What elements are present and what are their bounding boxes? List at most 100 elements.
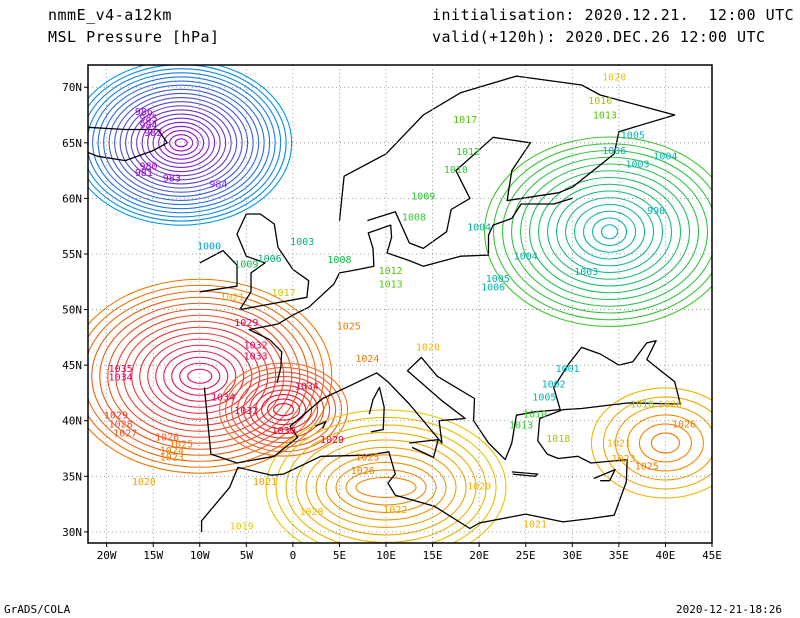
pressure-label: 1006 <box>481 283 505 294</box>
isobar-line <box>285 424 487 543</box>
isobar-line <box>315 446 457 528</box>
pressure-label: 1026 <box>155 433 179 444</box>
pressure-label: 1028 <box>109 419 133 430</box>
lon-tick-label: 20W <box>97 549 117 562</box>
pressure-label: 1024 <box>355 354 379 365</box>
pressure-label: 1029 <box>234 318 258 329</box>
pressure-label: 1020 <box>132 477 156 488</box>
lon-tick-label: 40E <box>655 549 675 562</box>
init-time: initialisation: 2020.12.21. 12:00 UTC <box>432 6 795 24</box>
pressure-label: 1021 <box>220 293 244 304</box>
isobar-line <box>169 134 194 152</box>
latitude-axis: 70N 65N 60N 55N 50N 45N 40N 35N 30N <box>62 81 88 539</box>
pressure-label: 1022 <box>383 505 407 516</box>
pressure-label: 1034 <box>109 373 133 384</box>
pressure-label: 1020 <box>467 482 491 493</box>
isobar-line <box>335 461 437 513</box>
lat-tick-label: 55N <box>62 248 82 261</box>
coastline <box>236 213 310 311</box>
coastline <box>731 354 759 454</box>
lon-tick-label: 10W <box>190 549 210 562</box>
coastline <box>409 438 439 459</box>
lon-tick-label: 30E <box>562 549 582 562</box>
pressure-label: 1004 <box>514 252 538 263</box>
pressure-label: 1001 <box>556 364 580 375</box>
pressure-label: 1009 <box>234 259 258 270</box>
pressure-label: 1029 <box>104 410 128 421</box>
pressure-label: 1010 <box>444 165 468 176</box>
isobar-line <box>556 190 664 274</box>
isobar-line <box>114 92 249 193</box>
pressure-label: 1020 <box>416 343 440 354</box>
isobar-line <box>325 454 447 521</box>
pressure-label: 1032 <box>234 406 258 417</box>
pressure-label: 1021 <box>523 519 547 530</box>
isobar-line <box>583 210 637 253</box>
pressure-label: 1020 <box>658 399 682 410</box>
isobar-line <box>484 136 712 328</box>
coastline <box>200 340 681 532</box>
isobar-line <box>511 156 709 307</box>
pressure-label: 1030 <box>272 426 296 437</box>
pressure-label: 983 <box>163 174 181 185</box>
lat-tick-label: 60N <box>62 192 82 205</box>
isobar-line <box>249 385 319 435</box>
pressure-label: 980 <box>140 161 158 172</box>
isobar-line <box>108 88 254 197</box>
isobar-line <box>261 394 307 426</box>
isobar-line <box>92 76 271 210</box>
isobar-line <box>255 389 313 430</box>
isobar-line <box>502 149 712 314</box>
pressure-label: 986 <box>135 107 153 118</box>
lon-tick-label: 45E <box>702 549 722 562</box>
pressure-label: 1025 <box>355 453 379 464</box>
pressure-label: 984 <box>209 179 227 190</box>
lon-tick-label: 5E <box>333 549 346 562</box>
pressure-label: 1003 <box>625 159 649 170</box>
lat-tick-label: 40N <box>62 415 82 428</box>
coastline <box>338 75 676 250</box>
valid-time: valid(+120h): 2020.DEC.26 12:00 UTC <box>432 28 766 46</box>
isobar-line <box>601 224 619 240</box>
isobar-line <box>592 217 628 247</box>
footer-software: GrADS/COLA <box>4 603 71 616</box>
pressure-label: 982 <box>144 128 162 139</box>
grid-layer <box>88 65 712 543</box>
pressure-label: 1017 <box>272 288 296 299</box>
pressure-label: 1013 <box>593 110 617 121</box>
isobar-line <box>243 380 325 439</box>
pressure-label: 1004 <box>467 223 491 234</box>
pressure-label: 1025 <box>635 462 659 473</box>
lat-tick-label: 35N <box>62 470 82 483</box>
isobar-line <box>97 80 265 206</box>
pressure-label: 1005 <box>532 393 556 404</box>
pressure-label: 1026 <box>351 466 375 477</box>
pressure-label: 1000 <box>197 242 221 253</box>
pressure-label: 1012 <box>456 147 480 158</box>
lon-tick-label: 10E <box>376 549 396 562</box>
isobar-line <box>152 121 210 164</box>
isobar-line <box>219 362 349 457</box>
lat-tick-label: 45N <box>62 359 82 372</box>
coastline <box>314 421 327 429</box>
isobar-line <box>626 414 704 472</box>
lat-tick-label: 65N <box>62 137 82 150</box>
isobar-line <box>225 367 343 453</box>
pressure-label: 1008 <box>327 255 351 266</box>
pressure-label: 1012 <box>379 266 403 277</box>
pressure-label: 984 <box>140 120 158 131</box>
pressure-label: 1010 <box>523 409 547 420</box>
pressure-label: 1024 <box>160 446 184 457</box>
pressure-label: 1018 <box>546 434 570 445</box>
lon-tick-label: 15E <box>423 549 443 562</box>
pressure-label: 981 <box>135 168 153 179</box>
coastline <box>368 386 385 433</box>
lat-tick-label: 30N <box>62 526 82 539</box>
pressure-label: 1029 <box>320 435 344 446</box>
isobar-line <box>130 105 232 181</box>
pressure-label: 1035 <box>109 364 133 375</box>
isobar-line <box>547 183 673 280</box>
isobar-line <box>267 398 301 421</box>
coastline <box>248 197 573 384</box>
